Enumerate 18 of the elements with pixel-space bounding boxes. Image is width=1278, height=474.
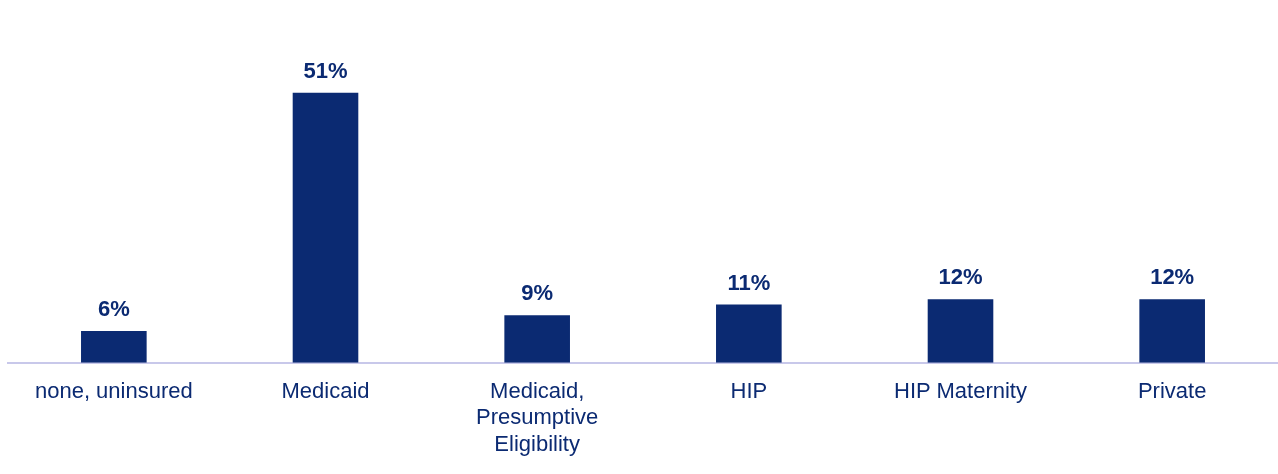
bar	[716, 304, 782, 363]
data-label: 9%	[521, 280, 554, 306]
bar	[1139, 299, 1205, 363]
bar	[927, 299, 994, 363]
data-label: 6%	[97, 296, 130, 322]
x-tick-label: Private	[1137, 378, 1207, 404]
x-tick-label: none, uninsured	[34, 378, 193, 404]
x-tick-label: Medicaid	[281, 378, 370, 404]
data-label: 12%	[938, 264, 983, 290]
x-tick-label: HIP Maternity	[894, 378, 1027, 404]
data-label: 12%	[1150, 264, 1195, 290]
bar	[292, 92, 359, 363]
x-tick-label: HIP	[730, 378, 768, 404]
x-tick-label: Medicaid, Presumptive Eligibility	[476, 378, 599, 456]
data-label: 11%	[727, 269, 771, 295]
data-label: 51%	[303, 57, 348, 83]
bar	[81, 331, 147, 363]
bar	[504, 315, 570, 363]
